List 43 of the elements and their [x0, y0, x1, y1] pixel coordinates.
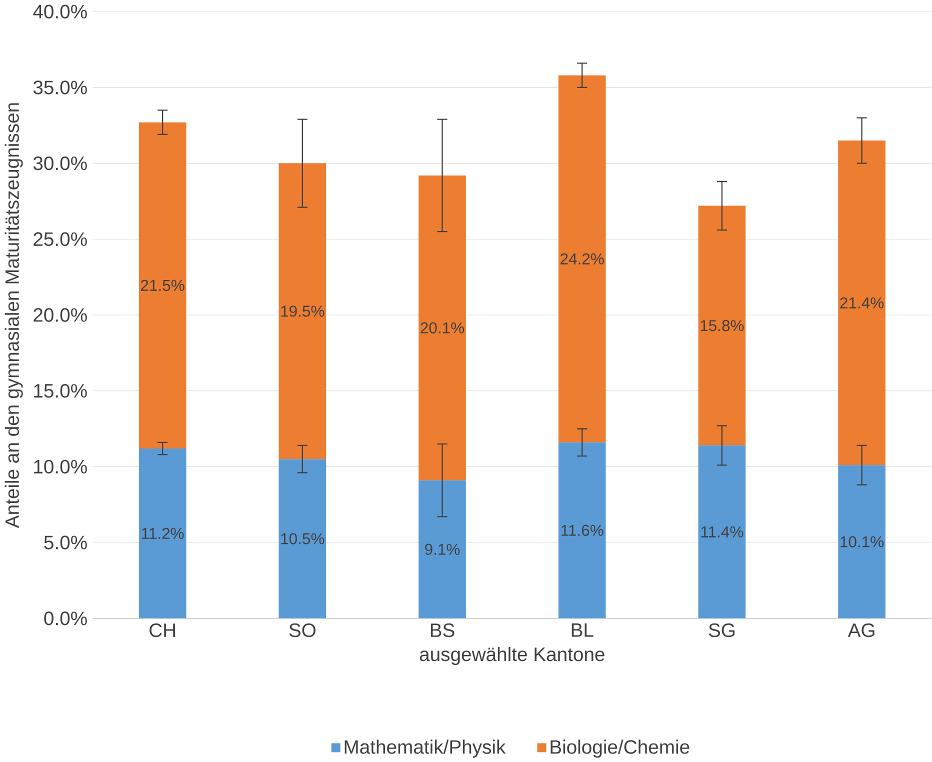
data-label: 11.2%	[142, 528, 184, 540]
bar	[138, 122, 186, 449]
y-tick-label: 40.0%	[33, 4, 87, 19]
y-tick-label: 0.0%	[44, 612, 87, 626]
bar	[278, 164, 326, 460]
data-label: 19.5%	[281, 306, 324, 317]
x-tick-label: AG	[848, 624, 874, 638]
bar	[698, 206, 746, 446]
bar	[278, 459, 326, 619]
bar	[138, 448, 186, 619]
x-axis-title: ausgewählte Kantone	[420, 647, 604, 666]
data-label: 10.5%	[281, 533, 324, 545]
bar	[558, 76, 606, 443]
legend-label: Mathematik/Physik	[344, 740, 506, 758]
data-label: 15.8%	[700, 320, 744, 332]
data-label: 9.1%	[425, 544, 460, 556]
x-tick-label: CH	[150, 624, 175, 638]
y-tick-label: 10.0%	[34, 460, 87, 474]
data-label: 10.1%	[840, 536, 884, 548]
bar	[698, 446, 746, 619]
y-tick-label: 25.0%	[34, 232, 87, 246]
data-label: 24.2%	[560, 254, 604, 265]
data-label: 21.5%	[140, 280, 184, 292]
y-tick-label: 30.0%	[33, 156, 87, 170]
data-label: 11.6%	[562, 525, 604, 536]
y-axis-title: Anteile an den gymnasialen Maturitätszeugnissen	[4, 103, 23, 528]
y-tick-label: 15.0%	[34, 384, 87, 398]
x-tick-label: SG	[708, 624, 734, 638]
bar	[838, 465, 886, 619]
x-tick-label: SO	[289, 624, 316, 638]
data-label: 11.4%	[701, 526, 744, 538]
bar	[418, 480, 466, 619]
data-label: 21.4%	[840, 298, 884, 309]
y-tick-label: 35.0%	[33, 80, 87, 95]
x-tick-label: BS	[430, 624, 454, 638]
bar	[418, 176, 466, 481]
y-tick-label: 20.0%	[34, 308, 87, 322]
y-tick-label: 5.0%	[44, 536, 87, 550]
data-label: 20.1%	[420, 322, 464, 334]
bar	[838, 140, 886, 466]
bar	[558, 442, 606, 619]
legend-label: Biologie/Chemie	[550, 740, 690, 758]
x-tick-label: BL	[572, 624, 594, 637]
